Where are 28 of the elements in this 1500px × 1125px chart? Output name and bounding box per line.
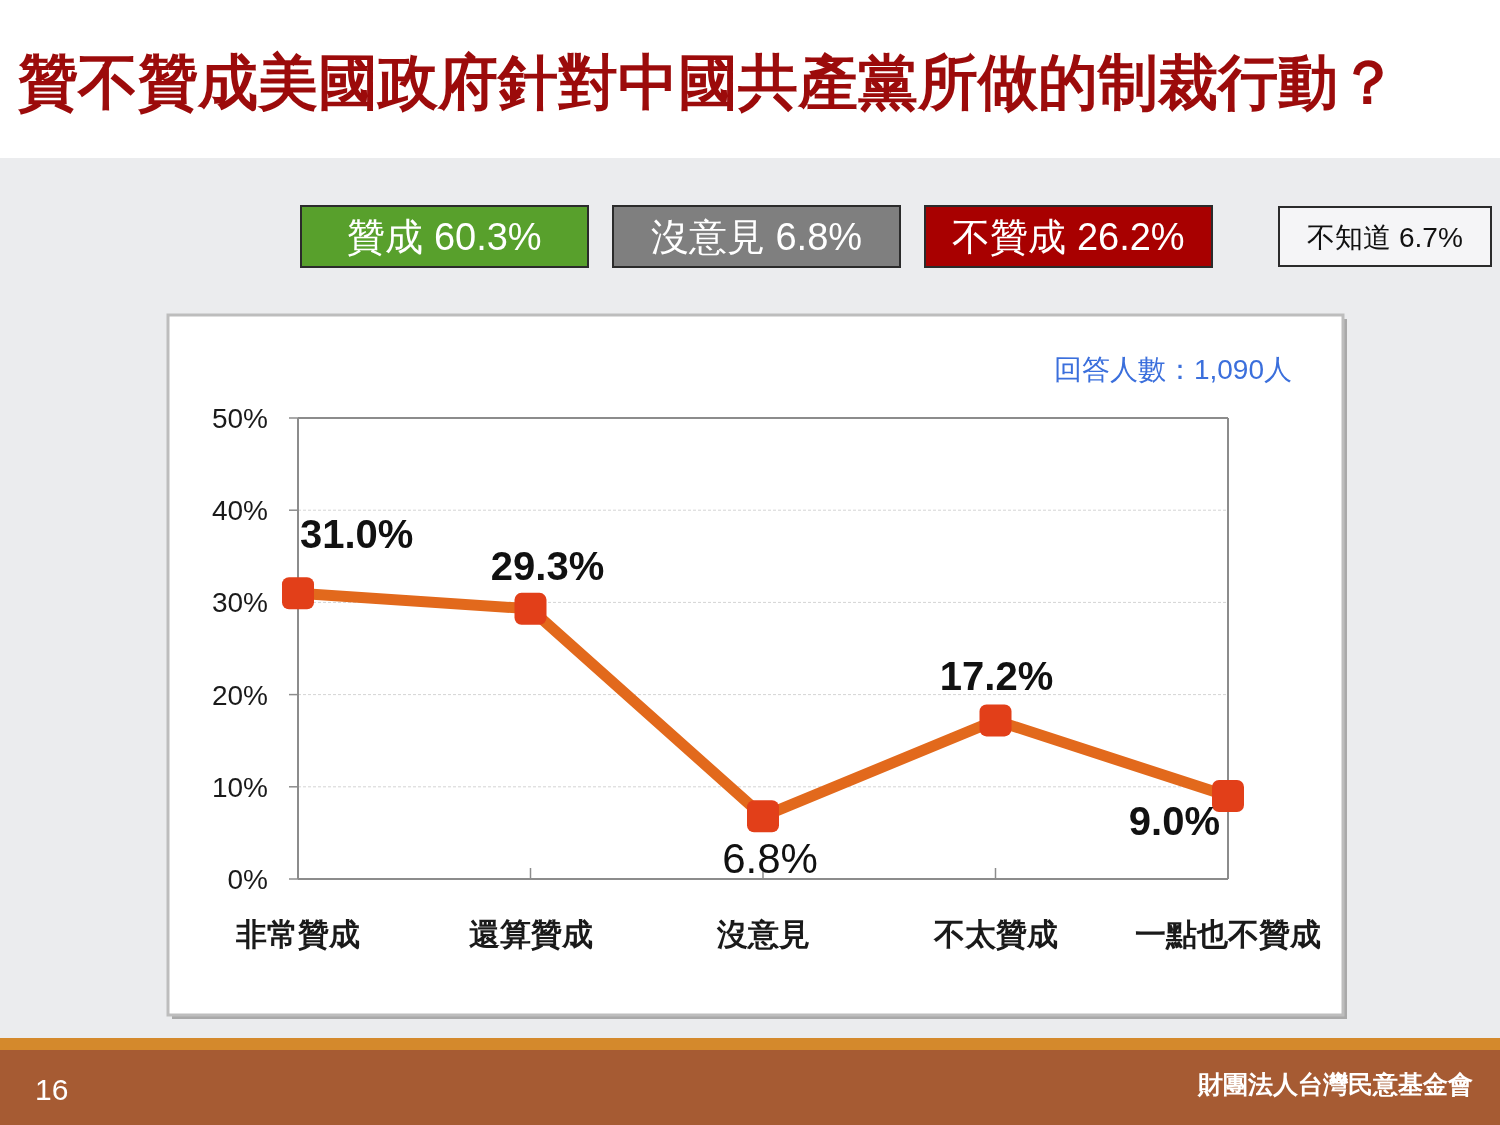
- point: [979, 704, 1012, 737]
- y-tick-label: 0%: [227, 864, 268, 895]
- data-label: 17.2%: [939, 654, 1054, 699]
- y-tick-label: 40%: [211, 495, 268, 527]
- data-label: 9.0%: [1128, 799, 1220, 844]
- annotation: 不贊成 26.2%: [924, 205, 1213, 268]
- x-tick-label: 不太贊成: [932, 917, 1058, 952]
- x-tick-label: 沒意見: [715, 917, 810, 952]
- y-tick-label: 20%: [211, 679, 268, 711]
- x-tick-label: 還算贊成: [468, 917, 593, 952]
- annotation: 沒意見 6.8%: [612, 205, 901, 268]
- point: [747, 800, 779, 833]
- annotation: 不知道 6.7%: [1278, 206, 1492, 267]
- data-label: 31.0%: [300, 512, 414, 557]
- annotation: 16: [35, 1073, 69, 1106]
- point: [282, 577, 314, 610]
- y-tick-label: 50%: [211, 403, 268, 434]
- data-label: 29.3%: [490, 543, 605, 588]
- annotation: 財團法人台灣民意基金會: [1198, 1070, 1473, 1098]
- y-tick-label: 10%: [211, 771, 268, 803]
- data-label: 6.8%: [722, 835, 818, 883]
- x-tick-label: 一點也不贊成: [1135, 917, 1321, 952]
- annotation: 回答人數：1,090人: [1053, 354, 1292, 385]
- y-tick-label: 30%: [211, 587, 268, 619]
- title: 贊不贊成美國政府針對中國共產黨所做的制裁行動？: [18, 49, 1398, 116]
- annotation: 贊成 60.3%: [300, 205, 589, 268]
- point: [514, 592, 547, 625]
- x-tick-label: 非常贊成: [235, 917, 360, 952]
